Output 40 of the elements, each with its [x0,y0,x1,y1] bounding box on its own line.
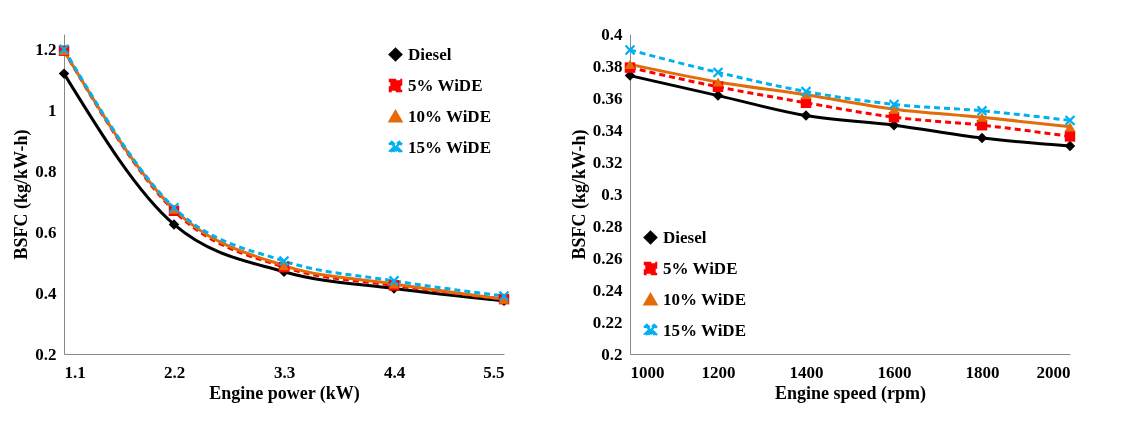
y-tick-label: 0.32 [592,152,623,172]
legend-label: 10% WiDE [663,289,746,309]
x-tick-label: 1400 [789,362,824,382]
x-tick-label: 1600 [877,362,912,382]
y-tick-label: 0.26 [592,248,623,268]
legend-label: Diesel [408,44,452,64]
x-tick-label: 1000 [630,362,665,382]
x-tick-label: 5.5 [483,362,505,382]
legend-label: 10% WiDE [408,106,491,126]
legend-label: Diesel [663,227,707,247]
y-tick-label: 0.22 [592,312,623,332]
y-tick-label: 0.4 [601,24,623,44]
y-axis-title: BSFC (kg/kW-h) [568,129,590,260]
x-tick-label: 1200 [701,362,736,382]
legend-label: 5% WiDE [663,258,738,278]
x-axis-title: Engine power (kW) [209,382,360,404]
legend-label: 5% WiDE [408,75,483,95]
y-axis-title: BSFC (kg/kW-h) [11,129,33,260]
x-axis-title: Engine speed (rpm) [774,382,927,404]
y-tick-label: 0.8 [35,161,57,181]
y-tick-label: 0.38 [592,56,623,76]
y-tick-label: 0.34 [592,120,623,140]
legend-label: 15% WiDE [663,320,746,340]
y-tick-label: 0.4 [35,283,57,303]
x-tick-label: 2000 [1036,362,1071,382]
y-tick-label: 0.28 [592,216,623,236]
x-tick-label: 2.2 [163,362,186,382]
legend-label: 15% WiDE [408,137,491,157]
x-tick-label: 3.3 [273,362,296,382]
y-tick-label: 0.2 [35,344,57,364]
y-tick-label: 0.6 [35,222,57,242]
x-tick-label: 1.1 [64,362,86,382]
y-tick-label: 1.2 [35,39,57,59]
y-tick-label: 0.2 [601,344,623,364]
y-tick-label: 0.3 [601,184,623,204]
y-tick-label: 0.24 [592,280,623,300]
y-tick-label: 1 [48,100,57,120]
y-tick-label: 0.36 [592,88,623,108]
x-tick-label: 1800 [965,362,1000,382]
x-tick-label: 4.4 [383,362,406,382]
